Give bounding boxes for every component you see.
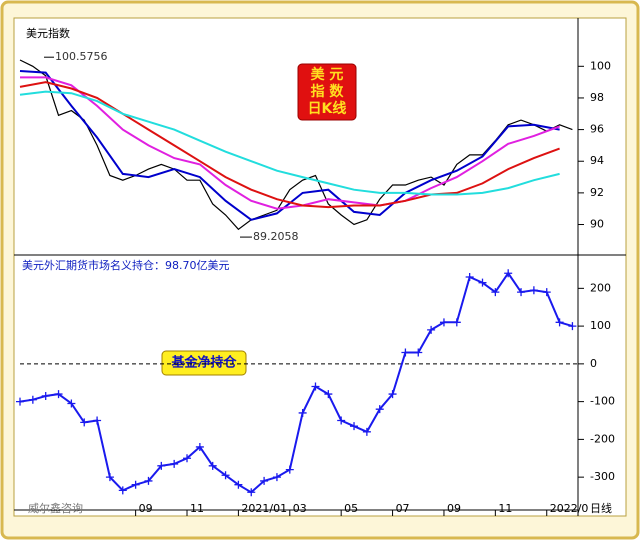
badge-text: 日K线 — [308, 100, 347, 117]
point-marker — [183, 454, 192, 463]
chart-title: 美元指数 — [26, 26, 70, 40]
point-marker — [195, 442, 204, 451]
point-marker — [465, 273, 474, 282]
point-marker — [375, 405, 384, 414]
point-marker — [298, 408, 307, 417]
point-marker — [337, 416, 346, 425]
point-marker — [208, 461, 217, 470]
y-tick-label: 90 — [590, 218, 604, 231]
series-line — [19, 271, 573, 494]
x-tick-label: 2022/0 — [550, 502, 589, 515]
point-marker — [234, 480, 243, 489]
trough-label: 89.2058 — [253, 230, 299, 243]
point-marker — [54, 390, 63, 399]
badge — [297, 63, 357, 121]
x-tick-label: 09 — [139, 502, 153, 515]
series-line — [20, 76, 560, 210]
point-marker — [311, 382, 320, 391]
point-marker — [401, 348, 410, 357]
badge-text: 基金净持仓 — [170, 355, 237, 371]
peak-label: 100.5756 — [55, 50, 108, 63]
point-marker — [478, 278, 487, 287]
x-tick-label: 2021/01 — [241, 502, 287, 515]
point-marker — [517, 288, 526, 297]
y-tick-label: 96 — [590, 123, 604, 136]
point-marker — [324, 390, 333, 399]
badge — [161, 350, 247, 376]
y-tick-label: 200 — [590, 281, 611, 294]
y-tick-label: -300 — [590, 470, 615, 483]
badge-text: 美 元 — [311, 66, 344, 83]
y-tick-label: 100 — [590, 319, 611, 332]
point-marker — [131, 480, 140, 489]
source: 威尔鑫咨询 — [28, 501, 83, 515]
point-marker — [260, 476, 269, 485]
x-tick-label: 11 — [498, 502, 512, 515]
point-marker — [555, 318, 564, 327]
period: 日线 — [590, 501, 612, 515]
series-line — [19, 59, 573, 231]
point-marker — [568, 322, 577, 331]
x-tick-label: 03 — [293, 502, 307, 515]
point-marker — [350, 422, 359, 431]
point-marker — [144, 476, 153, 485]
x-tick-label: 05 — [344, 502, 358, 515]
point-marker — [491, 288, 500, 297]
point-marker — [272, 473, 281, 482]
point-marker — [16, 397, 24, 406]
point-marker — [452, 318, 461, 327]
point-marker — [388, 390, 397, 399]
y-tick-label: 0 — [590, 357, 597, 370]
point-marker — [93, 416, 102, 425]
point-marker — [170, 459, 179, 468]
series-line — [19, 90, 560, 196]
series-line — [19, 81, 560, 209]
point-marker — [67, 399, 76, 408]
point-marker — [28, 395, 37, 404]
point-marker — [285, 465, 294, 474]
panel-title: 美元外汇期货市场名义持仓：98.70亿美元 — [22, 258, 230, 272]
point-marker — [439, 318, 448, 327]
point-marker — [118, 486, 127, 495]
point-marker — [105, 473, 114, 482]
point-marker — [41, 391, 50, 400]
y-tick-label: -200 — [590, 432, 615, 445]
point-marker — [427, 325, 436, 334]
point-marker — [221, 471, 230, 480]
point-marker — [157, 461, 166, 470]
point-marker — [247, 488, 256, 497]
x-tick-label: 09 — [447, 502, 461, 515]
point-marker — [529, 286, 538, 295]
point-marker — [542, 288, 551, 297]
point-marker — [80, 418, 89, 427]
x-tick-label: 07 — [396, 502, 410, 515]
y-tick-label: -100 — [590, 395, 615, 408]
y-tick-label: 94 — [590, 154, 604, 167]
x-tick-label: 11 — [190, 502, 204, 515]
point-marker — [362, 427, 371, 436]
badge-text: 指 数 — [311, 83, 345, 100]
y-tick-label: 98 — [590, 91, 604, 104]
point-marker — [414, 348, 423, 357]
y-tick-label: 100 — [590, 59, 611, 72]
point-marker — [504, 269, 513, 278]
y-tick-label: 92 — [590, 186, 604, 199]
